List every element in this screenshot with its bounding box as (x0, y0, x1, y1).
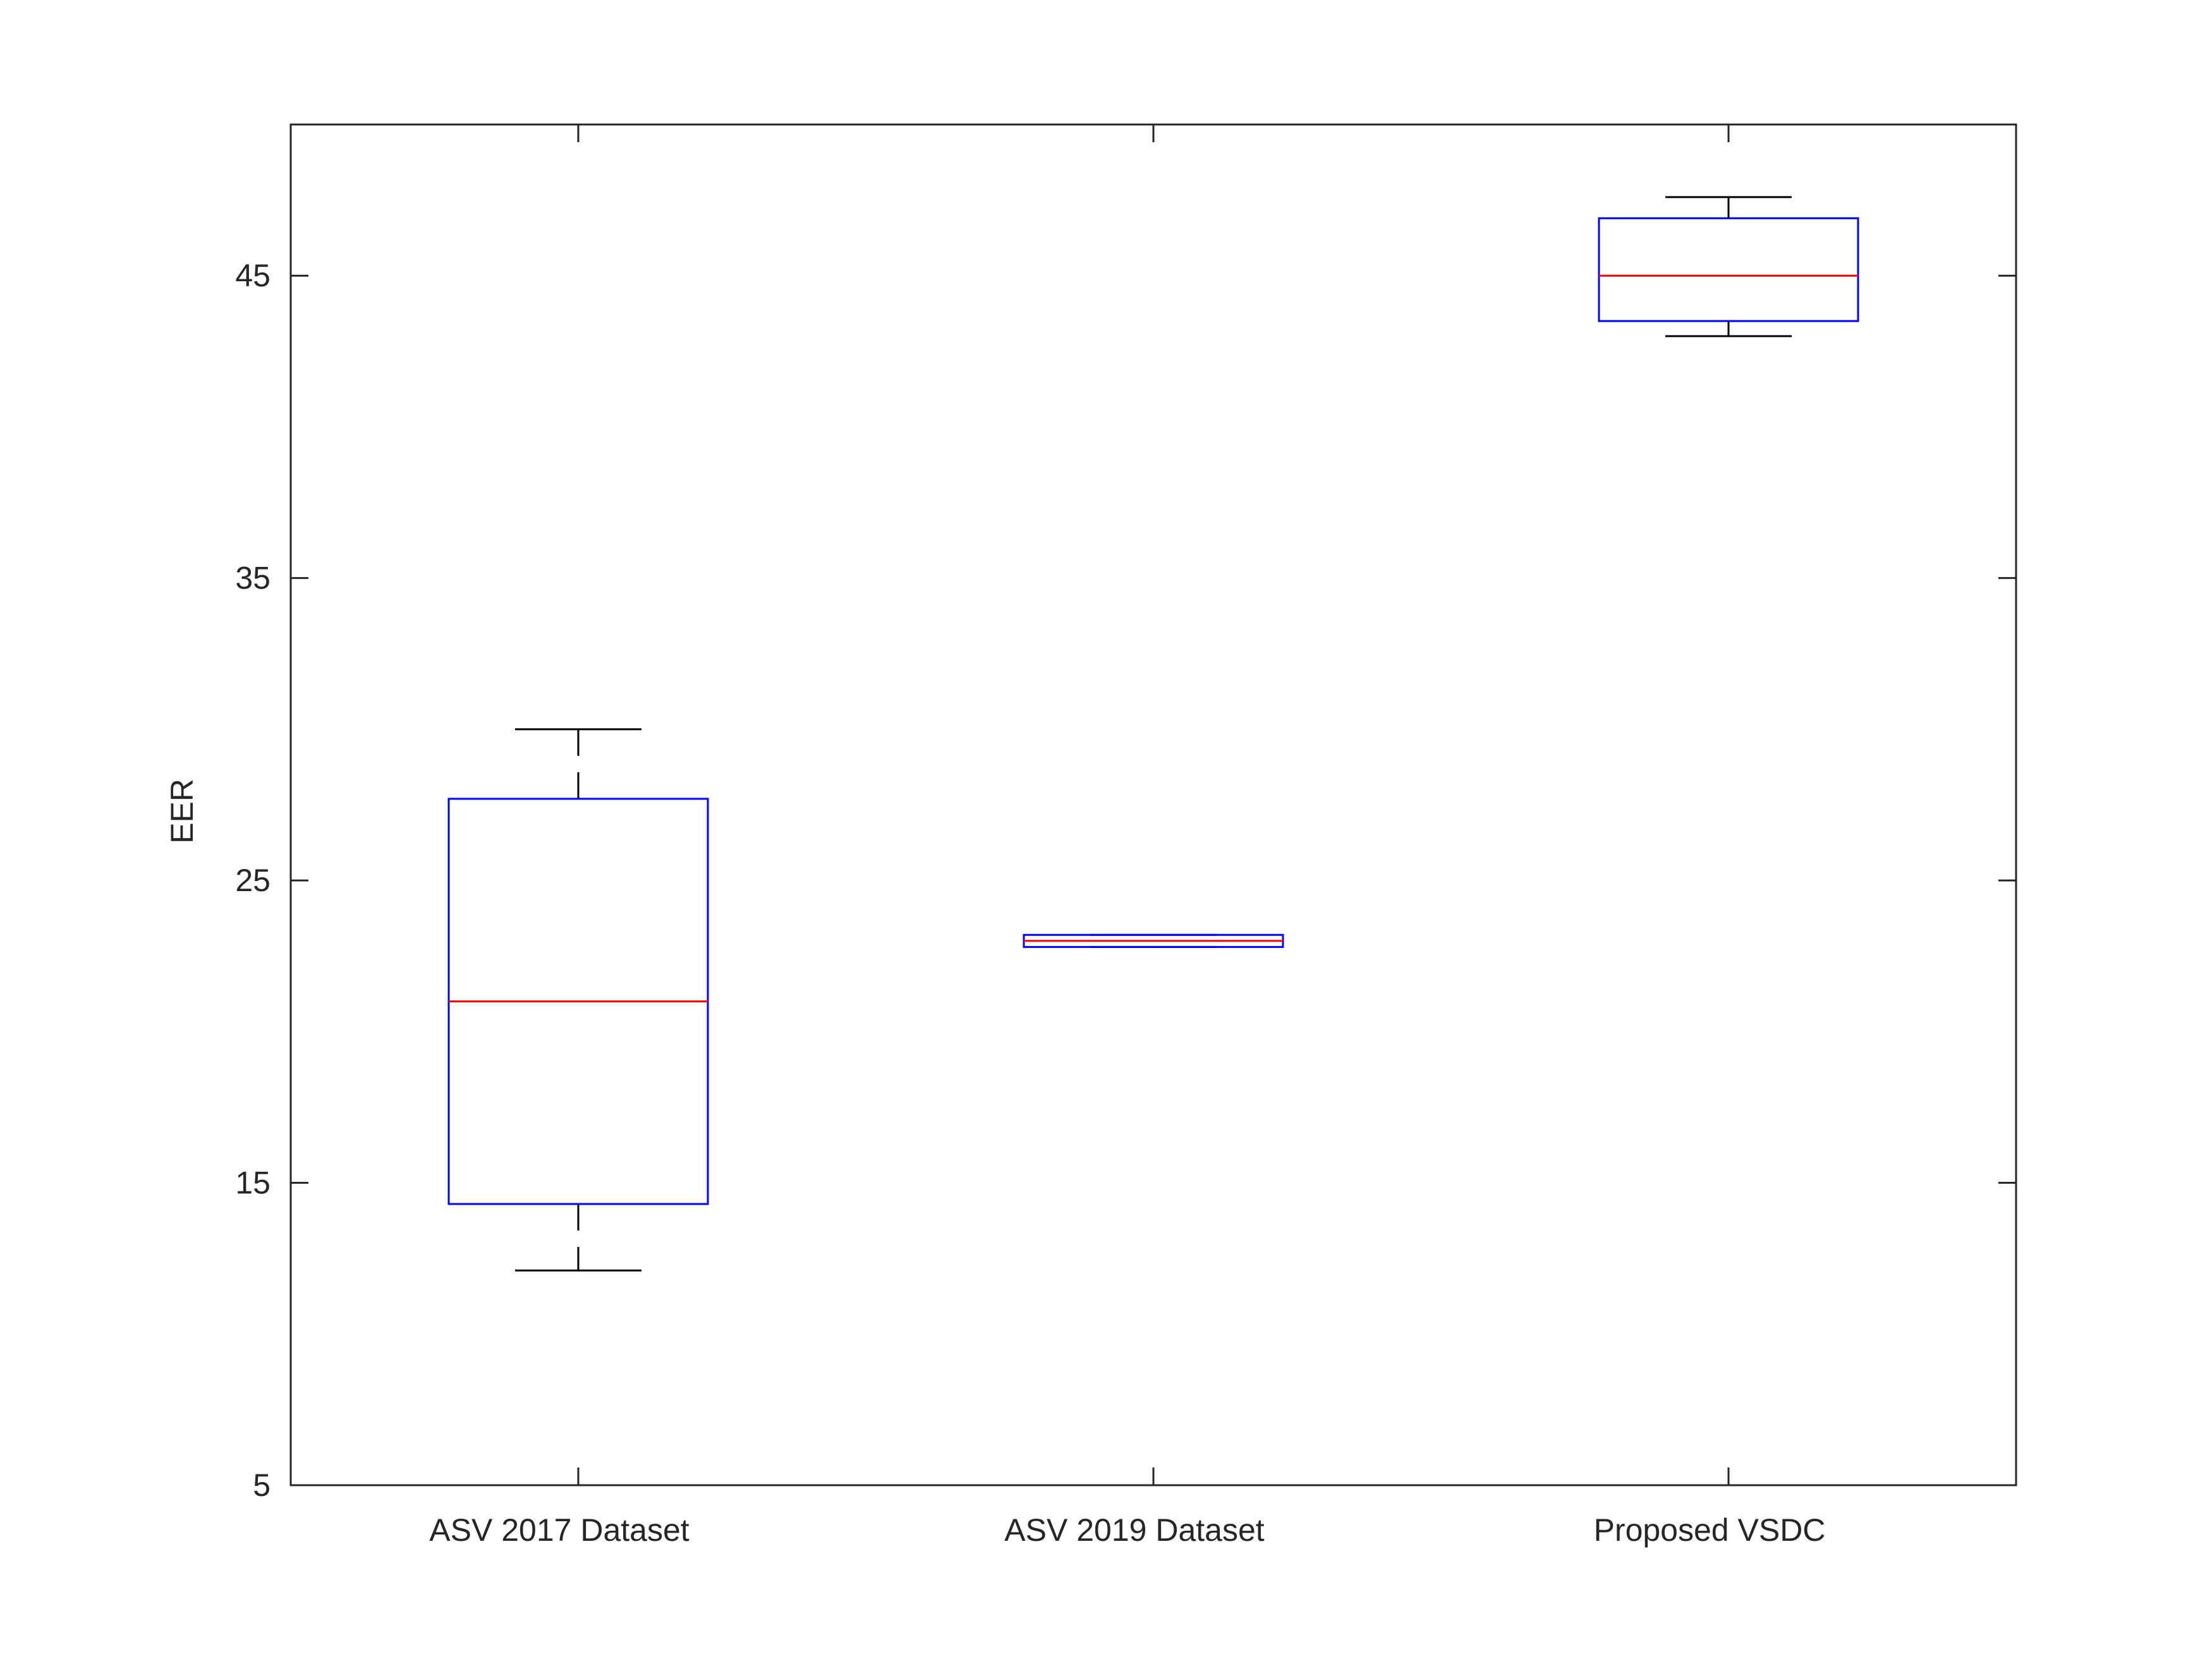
plot-area-frame (289, 123, 2017, 1486)
y-axis-label: EER (164, 779, 200, 844)
y-tick-label: 5 (253, 1468, 270, 1503)
x-tick-label: ASV 2017 Dataset (429, 1512, 689, 1548)
axis-ticks (291, 125, 2016, 1486)
y-tick-label: 25 (235, 863, 270, 898)
box-2 (1023, 933, 1284, 948)
box-3 (1598, 196, 1859, 337)
y-tick-label: 15 (235, 1165, 270, 1201)
box-1 (447, 728, 709, 1272)
x-tick-label: ASV 2019 Dataset (1004, 1512, 1264, 1548)
tick-labels: 5 15 25 35 45 ASV 2017 Dataset ASV 2019 Datase… (235, 258, 1825, 1548)
x-tick-label: Proposed VSDC (1594, 1512, 1826, 1548)
y-tick-label: 45 (235, 258, 270, 293)
boxes (447, 196, 1859, 1272)
y-tick-label: 35 (235, 561, 270, 596)
box-iqr (1598, 217, 1859, 322)
